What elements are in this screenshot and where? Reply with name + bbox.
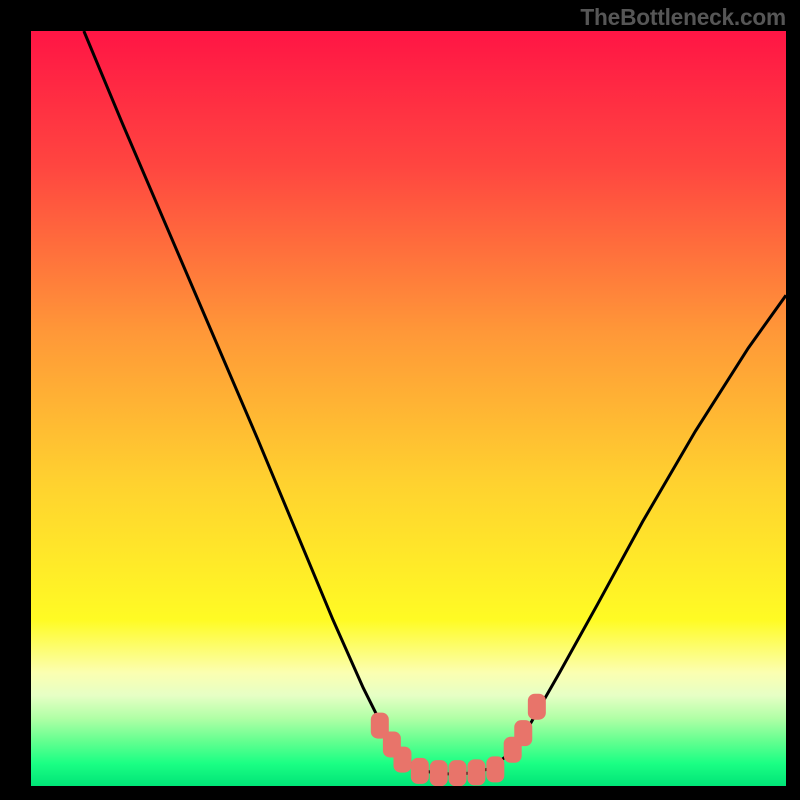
marker-point [514,720,532,746]
marker-point [467,759,485,785]
marker-point [449,760,467,786]
marker-point [486,756,504,782]
plot-area [31,31,786,786]
border-right [786,0,800,800]
chart-frame: TheBottleneck.com [0,0,800,800]
watermark-text: TheBottleneck.com [580,4,786,31]
border-left [0,0,31,800]
curve-layer [31,31,786,786]
marker-group [371,694,546,786]
marker-point [528,694,546,720]
border-bottom [0,786,800,800]
marker-point [430,760,448,786]
marker-point [411,758,429,784]
bottleneck-curve [84,31,786,774]
marker-point [393,747,411,773]
